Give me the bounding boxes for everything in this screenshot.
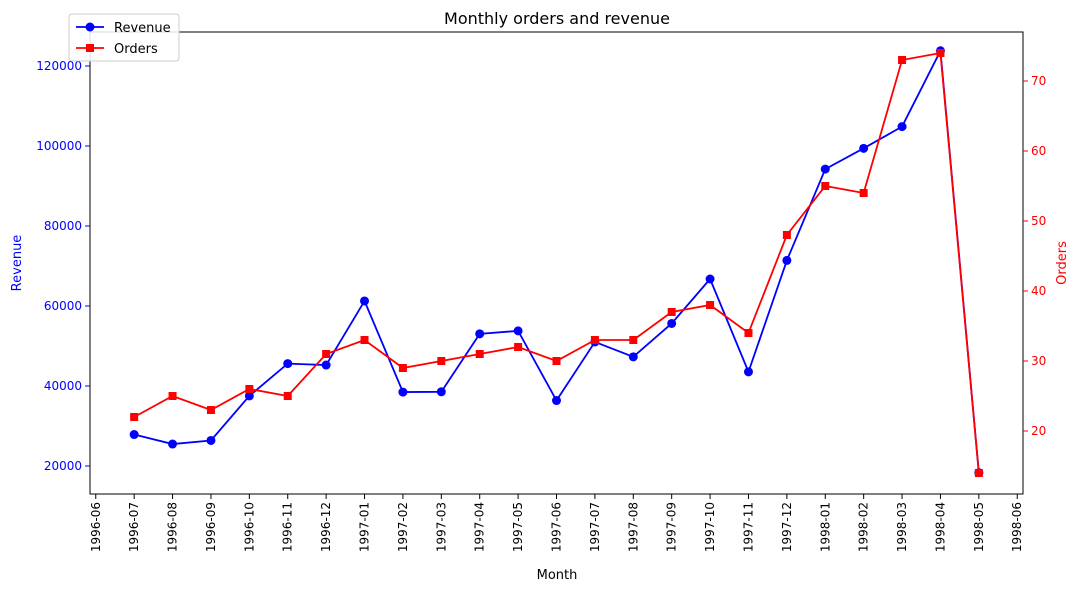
left-axis-label: Revenue <box>10 235 25 292</box>
orders-point <box>322 350 331 358</box>
right-y-tick-label: 40 <box>1031 284 1046 298</box>
orders-point <box>821 182 830 190</box>
revenue-point <box>475 329 485 339</box>
legend-revenue-label: Revenue <box>114 21 171 36</box>
x-tick-label: 1997-11 <box>741 502 755 552</box>
revenue-point <box>859 143 869 153</box>
revenue-point <box>360 296 370 306</box>
x-tick-label: 1997-01 <box>358 502 372 552</box>
series-line-orders <box>133 51 980 474</box>
x-tick-label: 1997-08 <box>626 502 640 552</box>
orders-point <box>629 336 638 344</box>
chart-title: Monthly orders and revenue <box>444 9 670 28</box>
revenue-point <box>206 435 216 445</box>
orders-point <box>552 357 561 365</box>
orders-point <box>168 392 177 400</box>
x-tick-label: 1996-11 <box>281 502 295 552</box>
left-y-tick-label: 60000 <box>44 299 82 313</box>
x-tick-label: 1996-10 <box>242 502 256 552</box>
orders-point <box>283 392 292 400</box>
revenue-point <box>743 367 753 377</box>
revenue-point <box>398 387 408 397</box>
x-axis-label: Month <box>537 568 578 583</box>
plot-frame <box>89 31 1024 495</box>
x-tick-label: 1996-12 <box>319 502 333 552</box>
right-y-tick-label: 50 <box>1031 214 1046 228</box>
revenue-point <box>513 326 523 336</box>
revenue-point <box>552 396 561 406</box>
orders-point <box>936 49 945 57</box>
orders-point <box>706 301 715 309</box>
x-tick-label: 1997-05 <box>511 502 525 552</box>
x-tick-label: 1998-05 <box>972 502 986 552</box>
orders-point <box>475 350 484 358</box>
orders-point <box>898 56 907 64</box>
revenue-point <box>283 359 293 369</box>
revenue-point <box>436 387 446 397</box>
orders-point <box>398 364 407 372</box>
x-tick-label: 1998-01 <box>818 502 832 552</box>
x-tick-label: 1998-04 <box>933 502 947 552</box>
left-y-tick-label: 40000 <box>44 379 82 393</box>
left-y-tick-label: 20000 <box>44 459 82 473</box>
revenue-point <box>244 391 254 401</box>
plot-area <box>129 46 984 478</box>
revenue-point <box>321 360 331 370</box>
revenue-point <box>897 122 907 132</box>
legend-orders-label: Orders <box>114 42 158 57</box>
legend: Revenue Orders <box>68 13 180 62</box>
axes: 1996-06 1996-07 1996-08 1996-09 1996-10 1996-… <box>36 31 1046 552</box>
x-tick-label: 1997-06 <box>550 502 564 552</box>
revenue-point <box>628 352 638 362</box>
series-line-revenue <box>133 47 980 473</box>
orders-point <box>514 343 523 351</box>
orders-point <box>782 231 791 239</box>
legend-orders-marker <box>86 44 94 52</box>
x-tick-label: 1998-02 <box>857 502 871 552</box>
orders-point <box>667 308 676 316</box>
x-tick-label: 1997-12 <box>780 502 794 552</box>
legend-revenue-marker <box>85 22 95 32</box>
x-tick-label: 1997-10 <box>703 502 717 552</box>
right-axis-label: Orders <box>1055 241 1070 285</box>
x-tick-label: 1997-02 <box>396 502 410 552</box>
right-y-tick-label: 30 <box>1031 354 1046 368</box>
x-tick-label: 1997-03 <box>434 502 448 552</box>
x-tick-label: 1997-09 <box>665 502 679 552</box>
x-tick-label: 1998-03 <box>895 502 909 552</box>
right-y-tick-label: 70 <box>1031 74 1046 88</box>
legend-box <box>68 13 180 62</box>
orders-point <box>206 406 215 414</box>
x-tick-label: 1996-06 <box>89 502 103 552</box>
revenue-point <box>168 439 178 449</box>
orders-point <box>360 336 369 344</box>
revenue-point <box>782 255 792 265</box>
right-y-tick-label: 60 <box>1031 144 1046 158</box>
left-y-tick-label: 100000 <box>36 139 82 153</box>
x-tick-label: 1998-06 <box>1010 502 1024 552</box>
x-tick-label: 1996-07 <box>127 502 141 552</box>
revenue-point <box>705 274 715 284</box>
revenue-point <box>667 318 677 328</box>
revenue-point <box>820 164 830 174</box>
orders-point <box>245 385 254 393</box>
orders-point <box>130 413 139 421</box>
orders-point <box>974 469 983 477</box>
orders-point <box>590 336 599 344</box>
left-y-tick-label: 80000 <box>44 219 82 233</box>
x-tick-label: 1997-04 <box>473 502 487 552</box>
x-tick-label: 1997-07 <box>588 502 602 552</box>
left-y-tick-label: 120000 <box>36 59 82 73</box>
x-tick-label: 1996-09 <box>204 502 218 552</box>
x-tick-label: 1996-08 <box>166 502 180 552</box>
right-y-tick-label: 20 <box>1031 424 1046 438</box>
orders-point <box>744 329 753 337</box>
orders-point <box>859 189 868 197</box>
revenue-point <box>129 430 139 440</box>
orders-point <box>437 357 446 365</box>
